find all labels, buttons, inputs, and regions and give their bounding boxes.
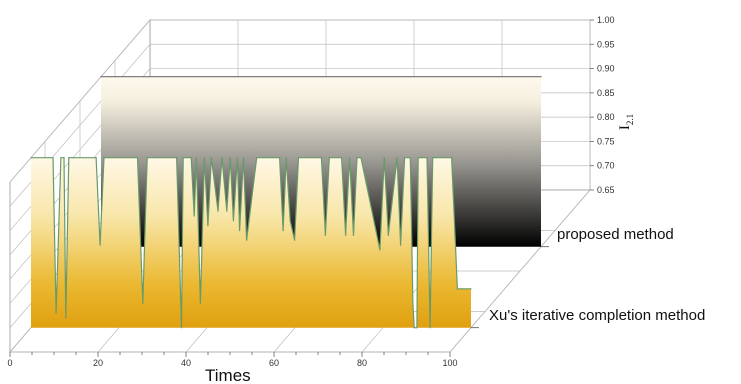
data-point <box>341 157 343 159</box>
x-tick-label: 40 <box>181 358 191 368</box>
data-point <box>193 215 195 217</box>
data-point <box>210 157 212 159</box>
y-tick-label: 0.75 <box>597 136 615 146</box>
x-tick-label: 80 <box>357 358 367 368</box>
data-point <box>413 327 415 329</box>
data-point <box>199 302 201 304</box>
y-tick-label: 0.85 <box>597 88 615 98</box>
data-point <box>429 327 431 329</box>
data-point <box>320 157 322 159</box>
data-point <box>99 244 101 246</box>
data-point <box>328 157 330 159</box>
series-line <box>31 157 471 329</box>
data-point <box>68 157 70 159</box>
data-point <box>65 317 67 319</box>
data-point <box>221 157 223 159</box>
y-axis-title-sub: 2.1 <box>625 114 635 125</box>
y-tick-label: 0.65 <box>597 185 615 195</box>
data-point <box>146 157 148 159</box>
data-point <box>345 234 347 236</box>
data-point <box>226 210 228 212</box>
data-point <box>246 239 248 241</box>
x-tick-label: 0 <box>7 358 12 368</box>
data-point <box>103 157 105 159</box>
y-tick-label: 0.90 <box>597 64 615 74</box>
data-point <box>242 157 245 159</box>
data-point <box>436 157 438 159</box>
data-point <box>379 249 381 251</box>
data-point <box>404 157 406 159</box>
data-point <box>409 157 411 159</box>
data-point <box>203 157 205 159</box>
area-fill <box>31 157 471 328</box>
x-tick-label: 100 <box>442 358 457 368</box>
data-point <box>416 327 418 329</box>
data-point <box>207 225 209 227</box>
data-point <box>387 234 389 236</box>
data-point <box>30 157 32 159</box>
data-point <box>55 312 57 314</box>
data-point <box>73 157 75 159</box>
data-point <box>400 244 402 246</box>
x-axis-ticks: 0 20 40 60 80 100 <box>7 246 549 368</box>
data-point <box>229 157 231 159</box>
category-label-proposed-method: proposed method <box>557 226 674 243</box>
data-point <box>232 220 234 222</box>
data-point <box>95 157 97 159</box>
y-axis-ticks: 0.65 0.70 0.75 0.80 0.85 0.90 0.95 1.00 <box>590 15 615 195</box>
data-point <box>176 157 178 159</box>
data-point <box>540 76 542 78</box>
data-point <box>426 157 428 159</box>
y-tick-label: 0.70 <box>597 161 615 171</box>
x-axis-title: Times <box>205 366 251 384</box>
data-point <box>324 234 326 236</box>
data-point <box>417 157 419 159</box>
data-point <box>152 157 154 159</box>
data-point <box>180 327 183 329</box>
data-point <box>100 76 102 78</box>
data-point <box>470 288 472 290</box>
data-point <box>142 302 144 304</box>
y-tick-label: 1.00 <box>597 15 615 25</box>
data-point <box>60 157 62 159</box>
data-point <box>432 157 434 159</box>
data-point <box>195 157 197 159</box>
data-point <box>419 157 421 159</box>
data-point <box>360 157 362 159</box>
data-point <box>282 230 284 232</box>
data-point <box>297 157 300 159</box>
x-tick-label: 20 <box>93 358 103 368</box>
data-point <box>294 239 296 241</box>
data-point <box>356 157 358 159</box>
data-point <box>285 157 287 159</box>
y-axis-title-main: I <box>617 125 633 130</box>
data-point <box>256 157 258 159</box>
data-point <box>63 157 65 159</box>
data-point <box>451 157 453 159</box>
y-axis-title: I2.1 <box>617 114 635 130</box>
data-point <box>136 157 139 159</box>
data-point <box>217 210 219 212</box>
y-tick-label: 0.95 <box>597 39 615 49</box>
data-point <box>383 157 385 159</box>
category-label-xu-iterative-completion: Xu's iterative completion method <box>489 307 705 324</box>
data-point <box>279 157 281 159</box>
y-tick-label: 0.80 <box>597 112 615 122</box>
data-point <box>186 157 188 159</box>
x-tick-label: 60 <box>269 358 279 368</box>
data-point <box>396 157 398 159</box>
series-xu-iterative-completion <box>30 157 472 329</box>
data-point <box>412 302 414 304</box>
data-point <box>190 157 192 159</box>
data-point <box>349 157 351 159</box>
data-point <box>352 234 355 236</box>
data-point <box>182 157 184 159</box>
data-point <box>52 157 54 159</box>
data-point <box>289 220 291 222</box>
data-point <box>236 157 238 159</box>
data-point <box>239 230 241 232</box>
data-point <box>456 288 458 290</box>
